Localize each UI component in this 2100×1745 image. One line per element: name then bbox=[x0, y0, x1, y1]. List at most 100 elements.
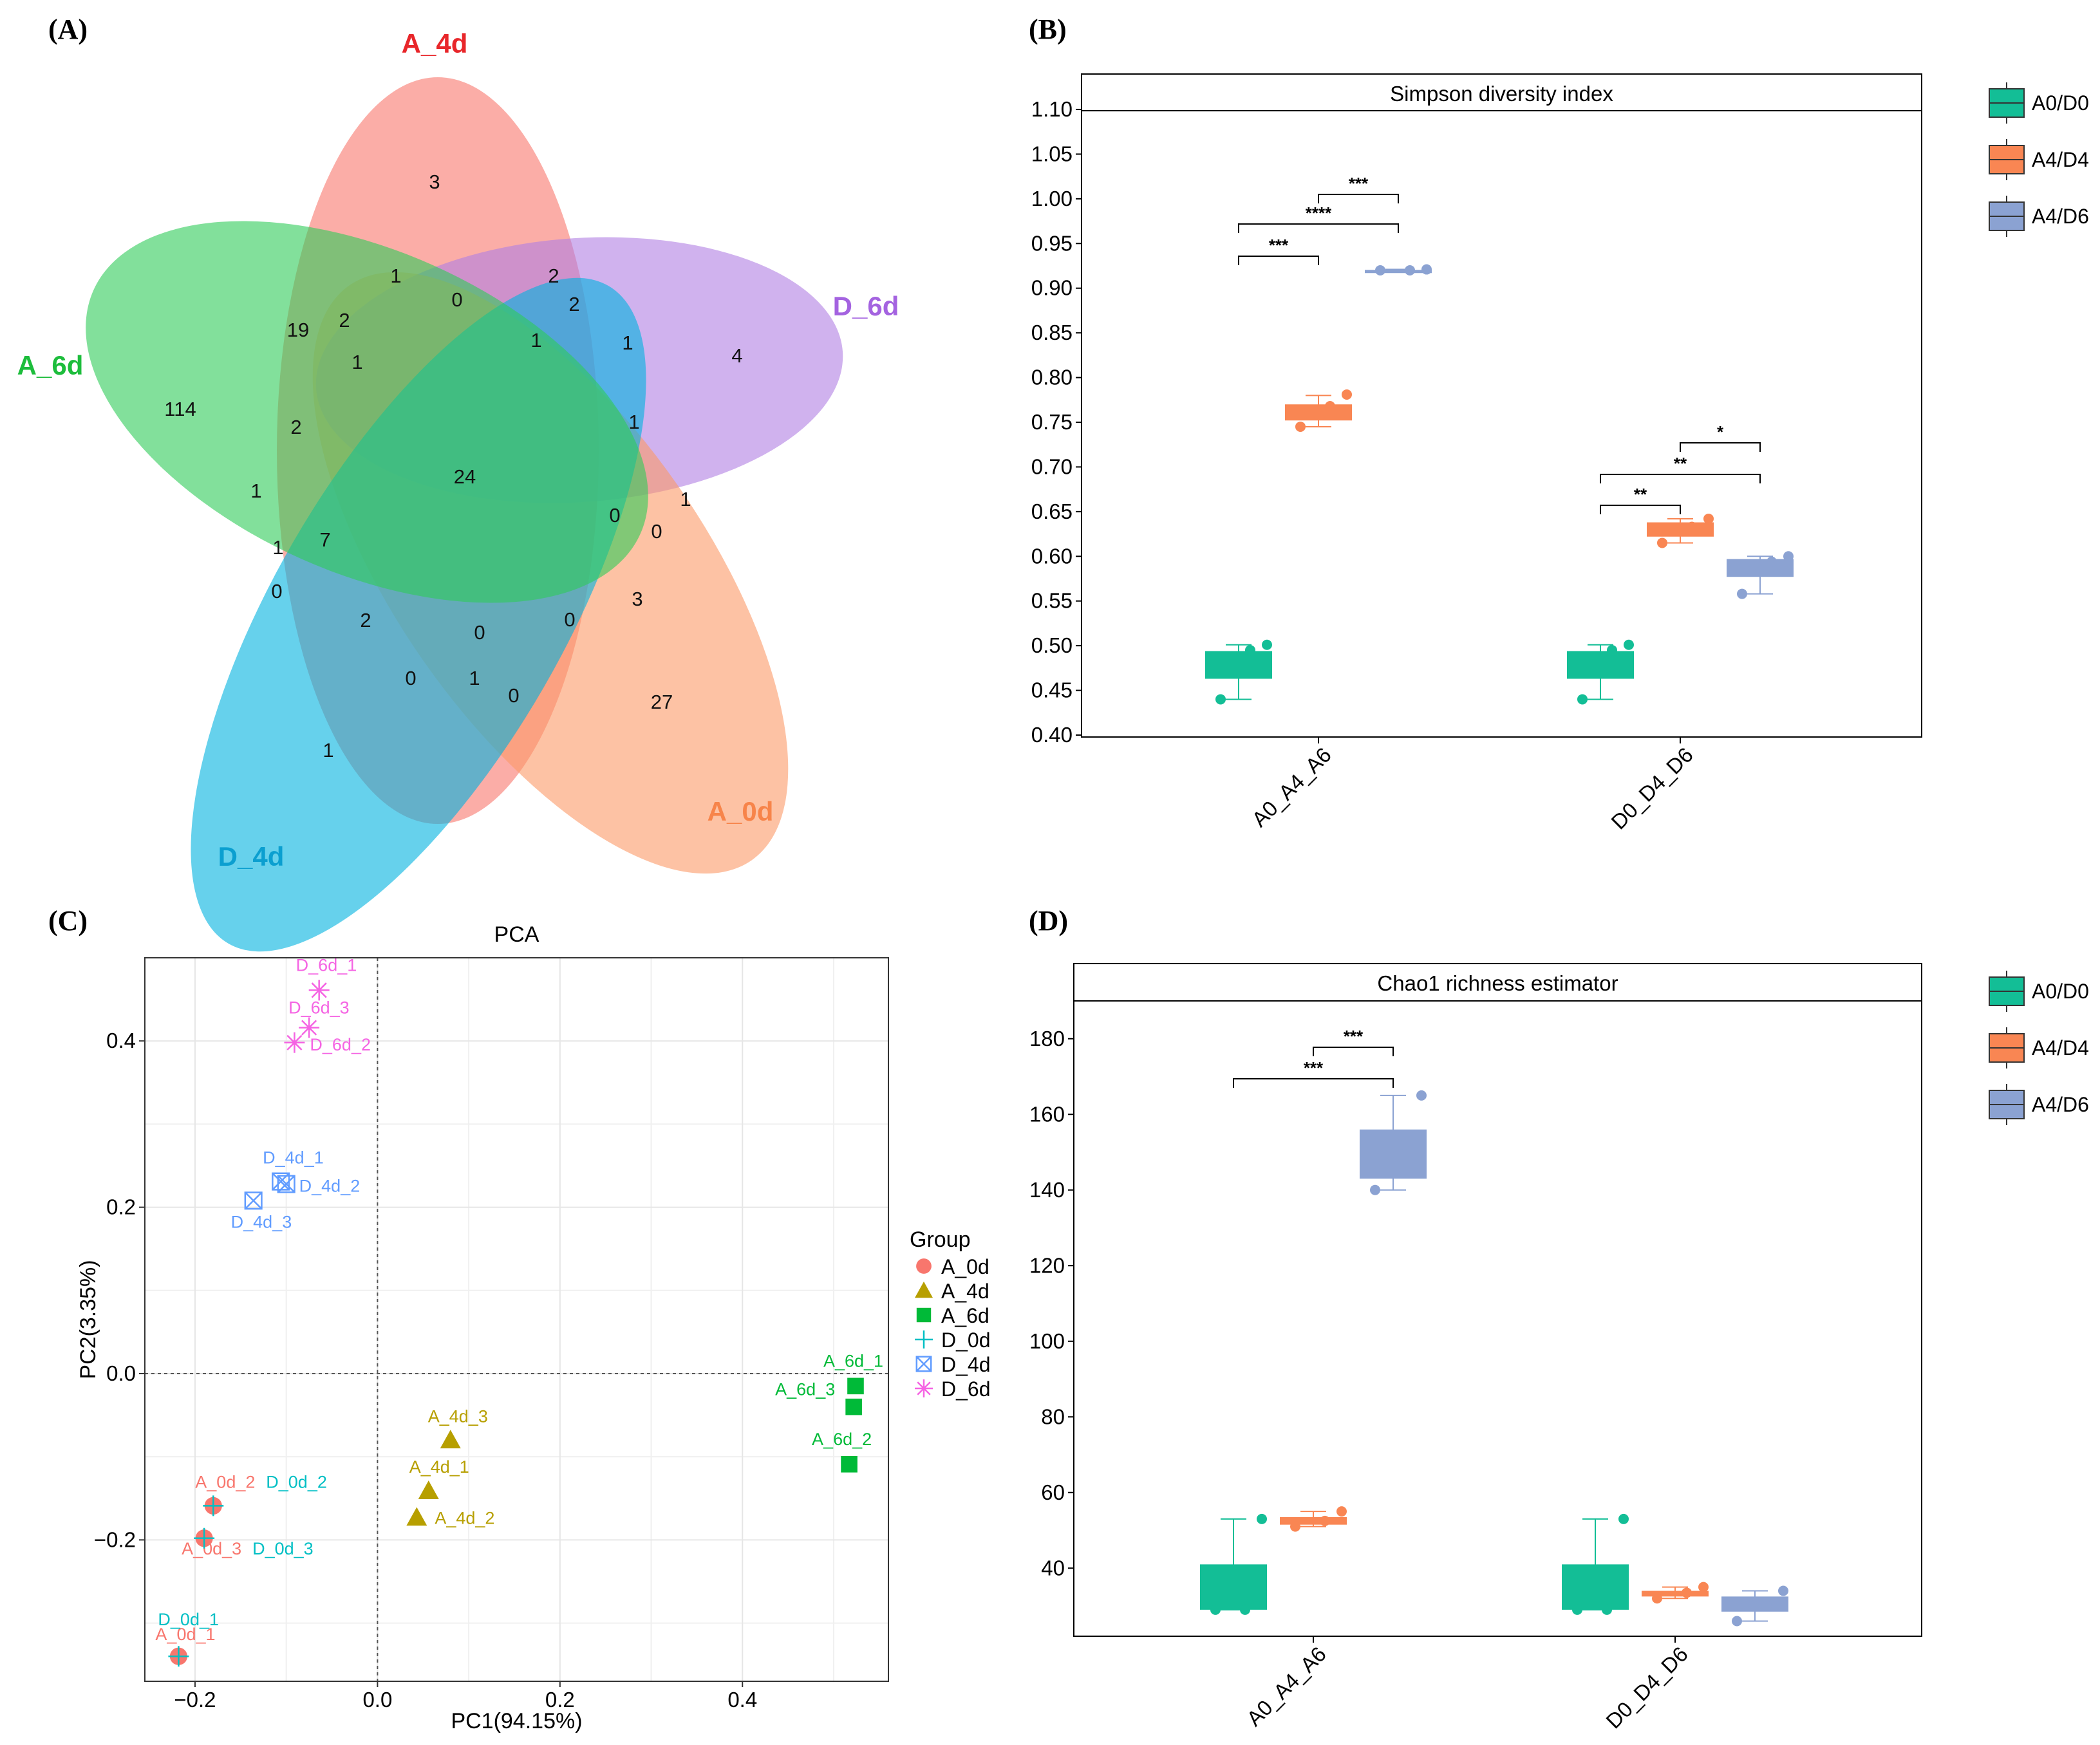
box-a0-d0 bbox=[1205, 651, 1272, 679]
legend-marker bbox=[916, 1258, 932, 1274]
point-d-6d-3 bbox=[299, 1017, 320, 1038]
data-point bbox=[1421, 264, 1432, 275]
legend-marker bbox=[916, 1307, 932, 1323]
y-tick-label: 60 bbox=[1041, 1480, 1065, 1504]
point-d-4d-3 bbox=[244, 1191, 263, 1210]
plot-area bbox=[145, 958, 888, 1681]
venn-label-a-0d: A_0d bbox=[708, 796, 774, 826]
chart-title: PCA bbox=[494, 922, 539, 947]
point-label: D_4d_2 bbox=[299, 1176, 361, 1195]
venn-region-count: 24 bbox=[454, 465, 476, 488]
point-label: A_0d_2 bbox=[195, 1472, 255, 1491]
legend-title: Group bbox=[910, 1227, 971, 1252]
venn-region-count: 1 bbox=[628, 411, 639, 433]
venn-label-d-6d: D_6d bbox=[833, 291, 899, 321]
x-tick-label: −0.2 bbox=[174, 1688, 216, 1712]
venn-set-a-6d bbox=[86, 221, 648, 603]
data-point bbox=[1215, 694, 1226, 705]
data-point bbox=[1262, 639, 1272, 650]
point-d-0d-2 bbox=[203, 1495, 224, 1516]
legend-label: A4/D4 bbox=[2032, 148, 2089, 171]
legend-label: D_0d bbox=[941, 1329, 991, 1352]
y-tick-label: 180 bbox=[1029, 1027, 1065, 1050]
y-tick-label: 140 bbox=[1029, 1178, 1065, 1202]
legend-label: A4/D6 bbox=[2032, 1093, 2089, 1116]
point-a-4d-1 bbox=[418, 1480, 439, 1499]
data-point bbox=[1703, 513, 1714, 524]
legend-label: A0/D0 bbox=[2032, 980, 2089, 1003]
venn-region-count: 2 bbox=[290, 416, 301, 438]
y-tick-label: 0.65 bbox=[1031, 499, 1073, 523]
data-point bbox=[1370, 1184, 1380, 1195]
y-tick-label: 0.60 bbox=[1031, 544, 1073, 568]
data-point bbox=[1657, 537, 1667, 548]
panel-label-b: (B) bbox=[1029, 14, 1067, 45]
y-axis-label: PC2(3.35%) bbox=[76, 1260, 100, 1379]
venn-region-count: 114 bbox=[164, 398, 196, 420]
x-tick-label: A0_A4_A6 bbox=[1242, 1642, 1331, 1731]
venn-region-count: 0 bbox=[474, 621, 485, 644]
venn-region-count: 1 bbox=[680, 488, 691, 510]
significance-bracket bbox=[1233, 1078, 1394, 1088]
x-tick-label: D0_D4_D6 bbox=[1606, 743, 1698, 834]
box-a4-d4 bbox=[1647, 522, 1714, 537]
point-label: A_6d_1 bbox=[823, 1351, 883, 1370]
legend-marker bbox=[915, 1282, 933, 1298]
venn-region-count: 1 bbox=[530, 329, 541, 351]
box-a0-d0 bbox=[1562, 1564, 1629, 1610]
point-label: A_4d_3 bbox=[428, 1406, 488, 1426]
point-d-6d-2 bbox=[284, 1032, 305, 1053]
significance-label: *** bbox=[1269, 236, 1289, 255]
point-a-6d-2 bbox=[841, 1456, 858, 1473]
venn-region-count: 1 bbox=[250, 480, 261, 502]
venn-region-count: 0 bbox=[405, 667, 416, 689]
data-point bbox=[1652, 1593, 1662, 1604]
significance-bracket bbox=[1238, 256, 1319, 265]
point-label: D_0d_1 bbox=[158, 1610, 219, 1629]
chao1-boxplot: Chao1 richness estimator 40 60 80 100 120 140 1… bbox=[1029, 963, 2089, 1733]
legend-label: A4/D6 bbox=[2032, 205, 2089, 228]
venn-region-count: 0 bbox=[609, 504, 620, 527]
y-tick-label: 0.70 bbox=[1031, 454, 1073, 478]
point-label: D_4d_3 bbox=[231, 1212, 292, 1231]
legend-marker bbox=[915, 1379, 933, 1397]
y-tick-label: 1.10 bbox=[1031, 97, 1073, 121]
point-label: A_6d_3 bbox=[775, 1380, 835, 1399]
point-label: D_6d_1 bbox=[296, 955, 357, 975]
venn-region-count: 19 bbox=[287, 319, 309, 341]
data-point bbox=[1624, 639, 1634, 650]
venn-label-a-6d: A_6d bbox=[17, 350, 84, 380]
y-tick-label: 0.85 bbox=[1031, 321, 1073, 344]
venn-region-count: 0 bbox=[564, 608, 575, 631]
significance-bracket bbox=[1313, 1047, 1394, 1056]
box-a4-d4 bbox=[1280, 1516, 1347, 1525]
y-tick-label: 80 bbox=[1041, 1404, 1065, 1428]
venn-region-count: 1 bbox=[469, 667, 480, 689]
x-tick-label: 0.4 bbox=[727, 1688, 757, 1712]
point-d-0d-1 bbox=[168, 1646, 189, 1667]
data-point bbox=[1577, 694, 1588, 705]
venn-region-count: 4 bbox=[731, 344, 742, 367]
venn-region-count: 3 bbox=[429, 171, 440, 193]
significance-label: ** bbox=[1634, 485, 1647, 504]
box-a4-d6 bbox=[1360, 1129, 1427, 1179]
venn-region-count: 1 bbox=[352, 351, 362, 373]
data-point bbox=[1245, 645, 1255, 656]
data-point bbox=[1375, 265, 1385, 275]
y-tick-label: 0.45 bbox=[1031, 678, 1073, 702]
y-tick-label: 0.4 bbox=[106, 1029, 136, 1052]
point-label: A_0d_1 bbox=[155, 1625, 215, 1644]
y-tick-label: 0.75 bbox=[1031, 410, 1073, 434]
data-point bbox=[1336, 1506, 1347, 1517]
box-a4-d6 bbox=[1727, 559, 1794, 577]
point-a-6d-1 bbox=[847, 1377, 864, 1395]
data-point bbox=[1325, 401, 1335, 412]
legend-label: A_0d bbox=[941, 1255, 989, 1278]
y-tick-label: 0.2 bbox=[106, 1195, 136, 1219]
venn-label-a-4d: A_4d bbox=[402, 28, 468, 59]
box-a0-d0 bbox=[1567, 651, 1634, 679]
point-d-4d-2 bbox=[277, 1175, 295, 1193]
y-tick-label: −0.2 bbox=[94, 1527, 136, 1551]
panel-label-c: (C) bbox=[48, 905, 88, 937]
